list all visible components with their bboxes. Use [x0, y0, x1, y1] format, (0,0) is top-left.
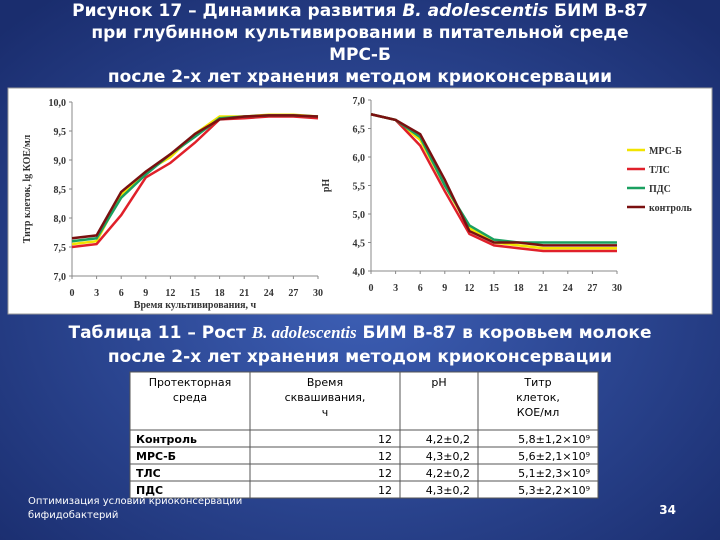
title-line: при глубинном культивировании в питатель…: [91, 23, 628, 43]
header-cell: Время сквашивания, ч: [285, 376, 366, 419]
x-tick-label: 27: [587, 283, 597, 294]
chart-panel-border: [7, 87, 713, 315]
x-axis-title: Время культивирования, ч: [134, 300, 257, 311]
y-tick-label: 7,5: [54, 243, 67, 254]
caption-line: после 2-х лет хранения методом криоконсе…: [108, 347, 612, 367]
x-tick-label: 12: [165, 288, 175, 299]
x-tick-label: 12: [464, 283, 474, 294]
x-tick-label: 6: [119, 288, 124, 299]
series-line: [370, 113, 617, 244]
y-tick-label: 7,0: [353, 96, 366, 107]
x-tick-label: 6: [418, 283, 423, 294]
title-line: Рисунок 17 – Динамика развития B. adoles…: [72, 1, 648, 21]
x-tick-label: 0: [70, 288, 75, 299]
caption-line: Таблица 11 – Рост B. adolescentis БИМ В-…: [68, 323, 651, 343]
x-tick-label: 21: [239, 288, 249, 299]
x-tick-label: 30: [313, 288, 323, 299]
x-tick-label: 18: [514, 283, 524, 294]
cell: 12: [378, 433, 392, 446]
y-tick-label: 9,0: [54, 156, 67, 167]
y-tick-label: 10,0: [49, 98, 67, 109]
cell: 5,1±2,3×10⁹: [518, 467, 590, 480]
x-tick-label: 3: [94, 288, 99, 299]
chart-panel: [8, 88, 712, 314]
legend-label: МРС-Б: [649, 146, 682, 157]
footer: Оптимизация условий криоконсервации: [28, 496, 242, 507]
x-tick-label: 15: [190, 288, 200, 299]
x-tick-label: 0: [369, 283, 374, 294]
y-tick-label: 4,0: [353, 267, 366, 278]
x-tick-label: 24: [563, 283, 573, 294]
row-label: ПДС: [136, 484, 163, 497]
x-tick-label: 3: [393, 283, 398, 294]
x-tick-label: 27: [288, 288, 298, 299]
x-tick-label: 9: [143, 288, 148, 299]
x-tick-label: 9: [442, 283, 447, 294]
cell: 5,3±2,2×10⁹: [518, 484, 590, 497]
y-axis-title: pH: [321, 179, 332, 193]
y-tick-label: 6,5: [353, 125, 366, 136]
row-label: ТЛС: [136, 467, 161, 480]
cell: 4,2±0,2: [426, 433, 470, 446]
header-cell: Протекторная среда: [149, 376, 231, 404]
y-tick-label: 9,5: [54, 127, 67, 138]
x-tick-label: 21: [538, 283, 548, 294]
y-tick-label: 4,5: [353, 239, 366, 250]
cell: 4,3±0,2: [426, 484, 470, 497]
cell: 4,2±0,2: [426, 467, 470, 480]
row-label: Контроль: [136, 433, 197, 446]
series-line: [370, 113, 617, 247]
cell: 5,6±2,1×10⁹: [518, 450, 590, 463]
cell: 12: [378, 484, 392, 497]
title-line: после 2-х лет хранения методом криоконсе…: [108, 67, 612, 87]
cell: 12: [378, 450, 392, 463]
row-label: МРС-Б: [136, 450, 176, 463]
y-tick-label: 7,0: [54, 272, 67, 283]
page-number: 34: [659, 503, 676, 517]
cell: 12: [378, 467, 392, 480]
legend-label: контроль: [649, 203, 692, 214]
y-tick-label: 5,0: [353, 210, 366, 221]
title-line: МРС-Б: [329, 45, 391, 65]
cell: 4,3±0,2: [426, 450, 470, 463]
x-tick-label: 18: [215, 288, 225, 299]
series-line: [370, 113, 617, 253]
y-tick-label: 5,5: [353, 182, 366, 193]
y-axis-title: Титр клеток, lg КОЕ/мл: [22, 134, 33, 243]
cell: 5,8±1,2×10⁹: [518, 433, 590, 446]
y-tick-label: 6,0: [353, 153, 366, 164]
header-cell: pH: [431, 376, 446, 389]
legend-label: ПДС: [649, 184, 671, 195]
table-bg: [129, 371, 599, 499]
series-line: [71, 114, 319, 240]
x-tick-label: 15: [489, 283, 499, 294]
y-tick-label: 8,5: [54, 185, 67, 196]
legend-label: ТЛС: [649, 165, 670, 176]
header-cell: Титр клеток, КОЕ/мл: [516, 376, 560, 419]
x-tick-label: 24: [264, 288, 274, 299]
table: Протекторная среда Время сквашивания, ч pH Тит…: [129, 371, 599, 499]
footer: бифидобактерий: [28, 510, 118, 521]
x-tick-label: 30: [612, 283, 622, 294]
y-tick-label: 8,0: [54, 214, 67, 225]
